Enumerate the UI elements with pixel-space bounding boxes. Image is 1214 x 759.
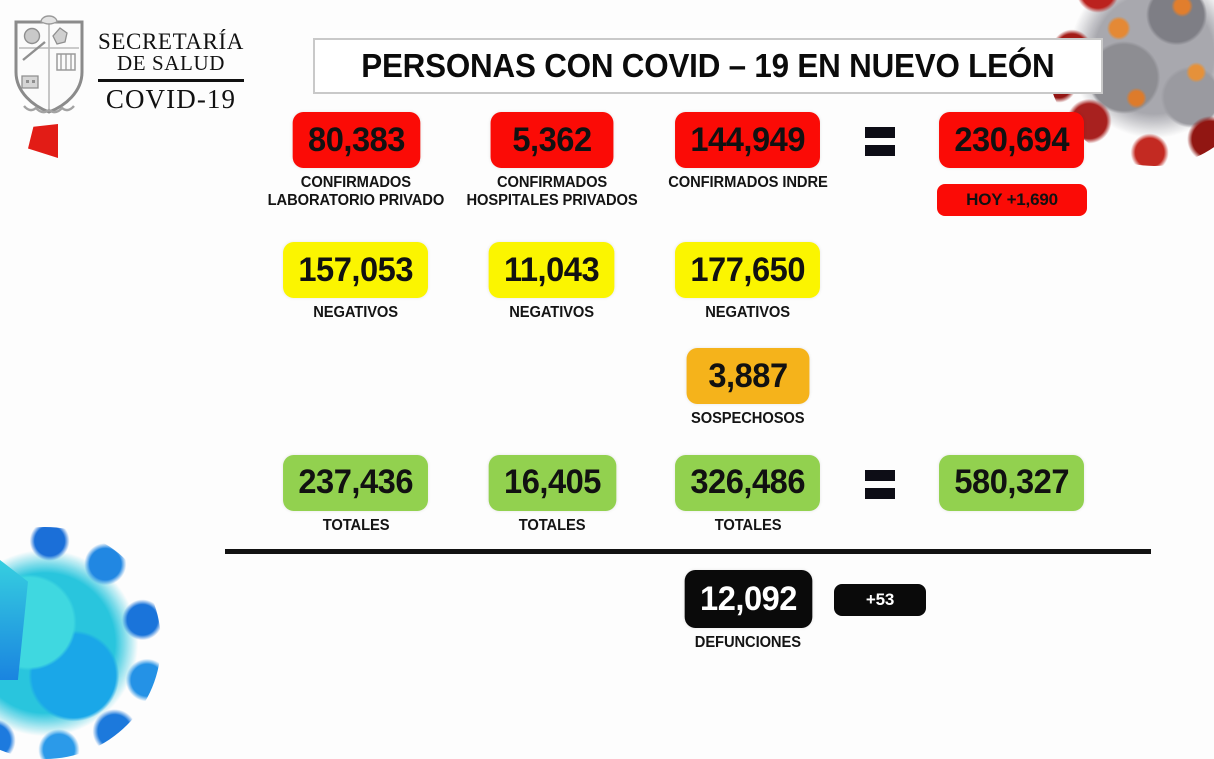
brand-line-3: COVID-19 bbox=[105, 84, 237, 115]
sospechosos-label: SOSPECHOSOS bbox=[691, 410, 805, 428]
equals-sign-icon bbox=[865, 469, 895, 499]
negativos-laboratorio-privado-value: 157,053 bbox=[283, 242, 429, 298]
confirmados-indre-label: CONFIRMADOS INDRE bbox=[668, 174, 828, 191]
caption-line-2: HOSPITALES PRIVADOS bbox=[466, 192, 638, 210]
row-defunciones: 12,092 DEFUNCIONES +53 bbox=[258, 570, 1158, 652]
virus-shard-bottom-left-icon bbox=[0, 560, 28, 680]
page-title: PERSONAS CON COVID – 19 EN NUEVO LEÓN bbox=[361, 47, 1055, 84]
row-negativos: 157,053 NEGATIVOS 11,043 NEGATIVOS 177,6… bbox=[258, 242, 1158, 429]
defunciones-badge-wrap: +53 bbox=[834, 570, 926, 616]
column-total-confirmados: 230,694 HOY +1,690 bbox=[914, 112, 1110, 216]
brand-text: SECRETARÍA DE SALUD COVID-19 bbox=[98, 14, 244, 114]
totales-indre-label: TOTALES bbox=[714, 516, 782, 534]
totales-hospitales-privados: 16,405 TOTALES bbox=[454, 454, 650, 535]
confirmados-laboratorio-privado-label: CONFIRMADOS LABORATORIO PRIVADO bbox=[268, 174, 445, 211]
equals-totales bbox=[846, 455, 914, 499]
defunciones-value: 12,092 bbox=[684, 570, 812, 628]
section-divider bbox=[225, 549, 1151, 554]
virus-illustration-bottom-left bbox=[0, 527, 161, 759]
sospechosos-group: 3,887 SOSPECHOSOS bbox=[684, 348, 812, 428]
brand-header: SECRETARÍA DE SALUD COVID-19 bbox=[10, 14, 244, 118]
totales-hospitales-privados-value: 16,405 bbox=[488, 454, 616, 511]
statistics-grid: 80,383 CONFIRMADOS LABORATORIO PRIVADO 5… bbox=[258, 112, 1158, 535]
virus-shard-top-right-icon bbox=[28, 124, 58, 158]
column-hospitales-privados: 5,362 CONFIRMADOS HOSPITALES PRIVADOS bbox=[454, 112, 650, 211]
brand-line-2: DE SALUD bbox=[116, 51, 226, 76]
page-title-box: PERSONAS CON COVID – 19 EN NUEVO LEÓN bbox=[313, 38, 1103, 94]
totales-laboratorio-privado: 237,436 TOTALES bbox=[258, 454, 454, 535]
negativos-indre: 177,650 NEGATIVOS 3,887 SOSPECHOSOS bbox=[650, 242, 846, 429]
totales-hospitales-privados-label: TOTALES bbox=[518, 516, 586, 534]
column-indre: 144,949 CONFIRMADOS INDRE bbox=[650, 112, 846, 192]
confirmados-indre-value: 144,949 bbox=[675, 112, 821, 168]
negativos-indre-label: NEGATIVOS bbox=[705, 304, 791, 321]
row-totales: 237,436 TOTALES 16,405 TOTALES 326,486 T… bbox=[258, 454, 1158, 535]
totales-laboratorio-privado-value: 237,436 bbox=[283, 454, 429, 511]
equals-sign-icon bbox=[865, 127, 895, 156]
defunciones-label: DEFUNCIONES bbox=[694, 634, 802, 651]
caption-line-1: CONFIRMADOS bbox=[496, 174, 608, 191]
negativos-hospitales-privados: 11,043 NEGATIVOS bbox=[454, 242, 650, 322]
defunciones-today-badge: +53 bbox=[834, 584, 926, 616]
totales-laboratorio-privado-label: TOTALES bbox=[322, 516, 390, 534]
negativos-laboratorio-privado: 157,053 NEGATIVOS bbox=[258, 242, 454, 322]
confirmados-hospitales-privados-value: 5,362 bbox=[490, 112, 614, 168]
caption-line-2: LABORATORIO PRIVADO bbox=[267, 192, 445, 210]
confirmados-today-badge: HOY +1,690 bbox=[937, 184, 1087, 216]
brand-line-1: SECRETARÍA bbox=[98, 29, 244, 54]
grand-total-value: 580,327 bbox=[939, 454, 1085, 511]
totales-indre: 326,486 TOTALES bbox=[650, 454, 846, 535]
column-laboratorio-privado: 80,383 CONFIRMADOS LABORATORIO PRIVADO bbox=[258, 112, 454, 211]
column-grand-total: 580,327 bbox=[914, 454, 1110, 511]
negativos-hospitales-privados-value: 11,043 bbox=[489, 242, 615, 298]
confirmados-hospitales-privados-label: CONFIRMADOS HOSPITALES PRIVADOS bbox=[466, 174, 637, 211]
defunciones-group: 12,092 DEFUNCIONES bbox=[650, 570, 846, 652]
sospechosos-value: 3,887 bbox=[686, 348, 810, 405]
totales-indre-value: 326,486 bbox=[675, 454, 821, 511]
brand-divider bbox=[98, 79, 244, 83]
caption-line-1: CONFIRMADOS bbox=[300, 174, 412, 191]
confirmados-laboratorio-privado-value: 80,383 bbox=[292, 112, 420, 168]
equals-confirmados bbox=[846, 112, 914, 156]
negativos-hospitales-privados-label: NEGATIVOS bbox=[509, 304, 595, 321]
nuevo-leon-coat-of-arms-icon bbox=[10, 14, 88, 118]
total-confirmados-value: 230,694 bbox=[939, 112, 1085, 168]
negativos-laboratorio-privado-label: NEGATIVOS bbox=[313, 304, 399, 321]
row-confirmados: 80,383 CONFIRMADOS LABORATORIO PRIVADO 5… bbox=[258, 112, 1158, 216]
negativos-indre-value: 177,650 bbox=[675, 242, 821, 298]
